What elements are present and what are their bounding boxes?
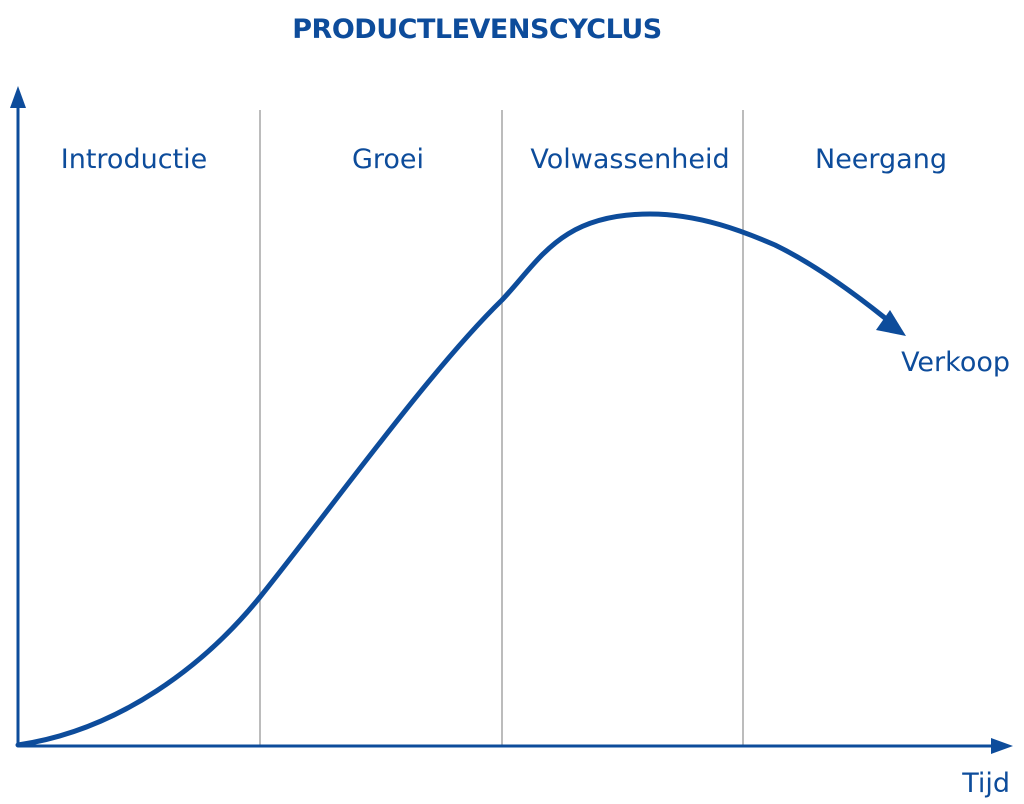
phase-label-introductie: Introductie — [61, 144, 207, 175]
diagram-title: PRODUCTLEVENSCYCLUS — [292, 14, 661, 45]
phase-label-groei: Groei — [352, 144, 424, 175]
y-axis-arrowhead — [10, 86, 26, 108]
sales-curve — [15, 211, 888, 748]
x-axis-label: Tijd — [961, 768, 1010, 799]
sales-curve-label: Verkoop — [901, 347, 1010, 378]
phase-label-neergang: Neergang — [815, 144, 947, 175]
x-axis-arrowhead — [991, 738, 1013, 754]
phase-label-volwassenheid: Volwassenheid — [530, 144, 729, 175]
sales-curve-arrowhead — [876, 310, 906, 336]
